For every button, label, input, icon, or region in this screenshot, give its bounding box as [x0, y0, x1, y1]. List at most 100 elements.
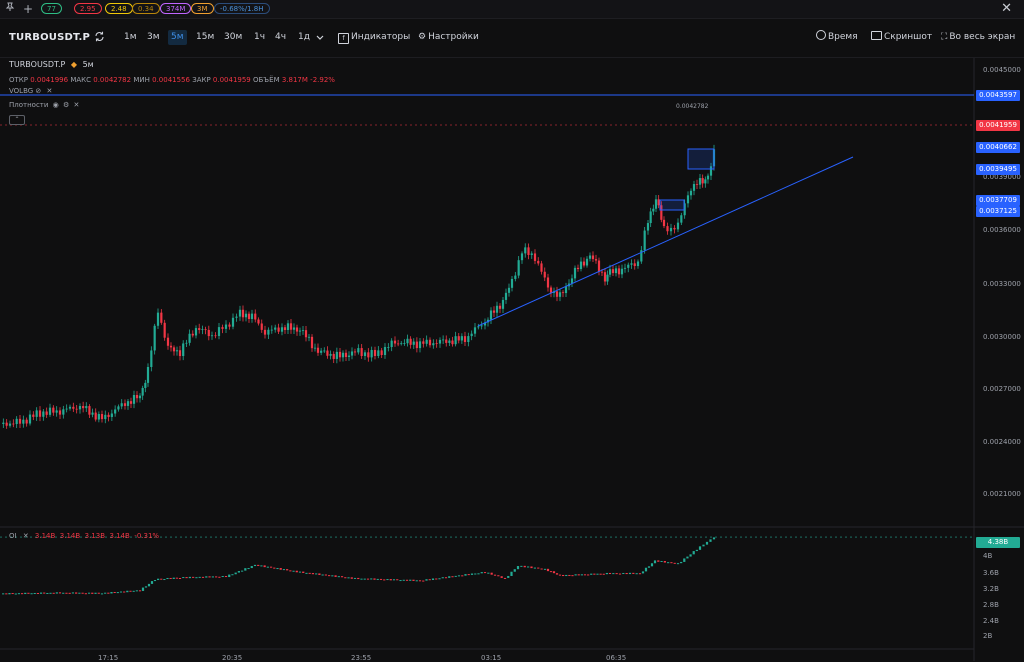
candle-body — [501, 299, 505, 309]
oi-bar — [39, 592, 43, 594]
price-label: 0.0039495 — [976, 164, 1020, 175]
indicator-volbg[interactable]: VOLBG ⊘ ✕ — [9, 87, 52, 96]
price-tick: 0.0036000 — [983, 226, 1021, 234]
timeframe-6[interactable]: 4ч — [275, 32, 287, 42]
timeframe-4[interactable]: 30м — [224, 32, 243, 42]
candle-body — [400, 343, 403, 345]
status-pill[interactable]: -0.68%/1.8H — [214, 3, 270, 14]
status-pill[interactable]: 2.95 — [74, 3, 102, 14]
oi-bar — [513, 569, 516, 572]
oi-bar — [2, 593, 5, 595]
candle-body — [706, 175, 710, 180]
candle-body — [454, 336, 457, 345]
candle-body — [120, 403, 123, 407]
low-value: 0.0041556 — [152, 76, 190, 84]
oi-bar — [428, 579, 431, 581]
candle-body — [673, 227, 676, 230]
candle-body — [649, 211, 652, 224]
oi-bar — [500, 576, 503, 578]
candle-body — [467, 336, 470, 343]
oi-bar — [68, 592, 71, 594]
oi-bar — [244, 568, 247, 571]
remove-indicator-icon[interactable]: ✕ — [22, 532, 29, 540]
timeframe-7[interactable]: 1д — [298, 32, 310, 42]
refresh-icon[interactable] — [94, 31, 105, 47]
candle-body — [470, 333, 473, 337]
eye-off-icon[interactable]: ⊘ — [35, 87, 42, 95]
oi-bar — [480, 572, 483, 574]
oi-bar — [558, 574, 562, 576]
time-tick: 03:15 — [481, 654, 502, 662]
screenshot-button[interactable]: Скриншот — [871, 30, 932, 44]
remove-indicator-icon[interactable]: ✕ — [73, 101, 80, 109]
status-pill[interactable]: 3M — [191, 3, 214, 14]
timeframe-0[interactable]: 1м — [124, 32, 137, 42]
fullscreen-button[interactable]: ⛶ Во весь экран — [941, 30, 1015, 44]
symbol-name[interactable]: TURBOUSDT.P — [9, 32, 91, 43]
close-icon[interactable]: ✕ — [1001, 1, 1012, 16]
oi-bar — [386, 579, 389, 581]
timeframe-5[interactable]: 1ч — [254, 32, 266, 42]
candle-body — [570, 278, 574, 284]
oi-bar — [188, 576, 191, 579]
candle-body — [241, 309, 245, 318]
status-pill[interactable]: 77 — [41, 3, 62, 14]
candle-body — [530, 253, 533, 255]
settings-button[interactable]: ⚙ Настройки — [418, 30, 479, 44]
candle-body — [597, 260, 601, 272]
oi-bar — [676, 563, 680, 565]
status-pill[interactable]: 2.48 — [105, 3, 133, 14]
oi-bar — [605, 572, 608, 575]
candle-body — [630, 263, 633, 265]
clock-icon — [816, 30, 826, 40]
eye-icon[interactable]: ◉ — [52, 101, 59, 109]
status-pill[interactable]: 374M — [160, 3, 192, 14]
remove-indicator-icon[interactable]: ✕ — [46, 87, 53, 95]
collapse-legend-button[interactable]: ⌃ — [9, 115, 25, 125]
oi-tick: 3.6B — [983, 569, 999, 577]
oi-bar — [357, 577, 360, 580]
status-pill[interactable]: 0.34 — [132, 3, 160, 14]
oi-bar — [363, 578, 366, 580]
pin-icon[interactable] — [3, 2, 17, 16]
oi-bar — [135, 590, 138, 592]
oi-bar — [208, 576, 211, 578]
timeframe-2[interactable]: 5м — [168, 30, 187, 45]
chart-area[interactable]: TURBOUSDT.P ◆ 5м ОТКР 0.0041996 МАКС 0.0… — [0, 58, 1024, 662]
oi-bar — [141, 587, 145, 591]
timeframe-1[interactable]: 3м — [147, 32, 160, 42]
candle-body — [620, 268, 624, 275]
candle-body — [704, 179, 707, 184]
oi-bar — [360, 578, 363, 580]
candle-body — [198, 328, 201, 330]
candle-body — [18, 418, 22, 424]
candle-body — [686, 195, 690, 204]
candle-body — [97, 414, 100, 420]
oi-bar — [625, 572, 628, 575]
add-icon[interactable]: + — [22, 2, 34, 16]
candle-body — [100, 414, 104, 420]
chevron-down-icon[interactable] — [316, 32, 324, 46]
candle-body — [301, 330, 305, 331]
trend-line — [477, 156, 854, 327]
indicator-densities[interactable]: Плотности ◉ ⚙ ✕ — [9, 101, 79, 110]
indicators-label: Индикаторы — [351, 32, 411, 42]
oi-bar — [353, 577, 357, 579]
oi-bar — [540, 568, 543, 570]
gear-icon[interactable]: ⚙ — [63, 101, 70, 109]
oi-bar — [546, 568, 550, 572]
timeframe-3[interactable]: 15м — [196, 32, 215, 42]
indicators-button[interactable]: f Индикаторы — [338, 30, 410, 44]
time-button[interactable]: Время — [816, 30, 858, 44]
candle-body — [166, 337, 170, 346]
oi-tick: 3.2B — [983, 585, 999, 593]
oi-bar — [412, 579, 415, 581]
oi-bar — [350, 577, 353, 579]
price-chart[interactable] — [0, 58, 1024, 661]
candle-body — [576, 267, 580, 269]
candle-body — [2, 422, 5, 424]
candle-body — [533, 253, 537, 261]
candle-body — [698, 178, 702, 185]
candle-body — [286, 323, 290, 330]
candle-body — [117, 406, 120, 410]
